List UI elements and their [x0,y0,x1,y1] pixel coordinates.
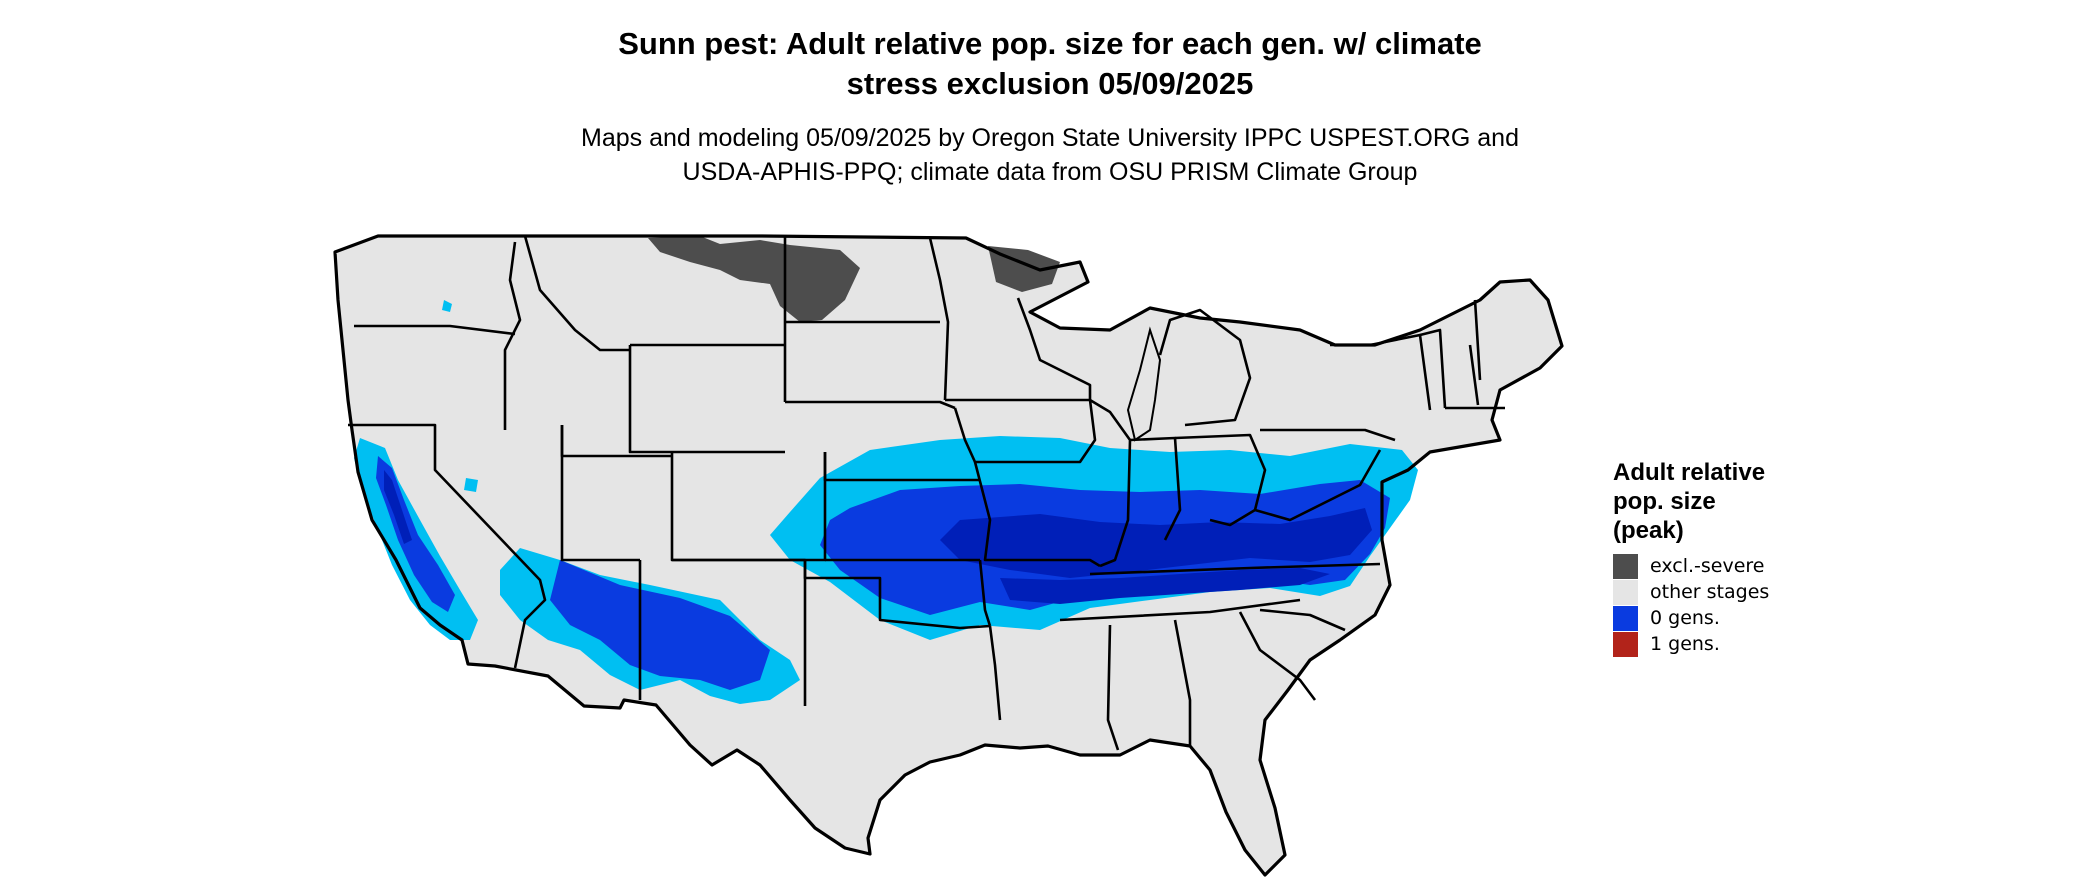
legend-item-other-stages: other stages [1613,579,1813,605]
legend-swatch-1-gens [1613,631,1638,657]
border-alabama-georgia [1173,619,1192,745]
state-borders [348,235,1505,751]
border-illinois [1089,398,1132,568]
map-subtitle: Maps and modeling 05/09/2025 by Oregon S… [350,121,1750,189]
border-tennessee-south [1059,598,1301,622]
legend-swatch-excl-severe [1613,553,1638,579]
legend-items: excl.-severe other stages 0 gens. 1 gens… [1613,553,1813,657]
zone-dark-tennessee [1000,568,1330,604]
border-newmexico-texas [672,558,807,706]
zone-exclusion-montana [648,236,860,322]
legend-title: Adult relative pop. size (peak) [1613,458,1813,545]
border-idaho-montana [523,235,630,352]
zone-medium-southwest [550,560,770,690]
zone-dark-california [384,470,412,544]
border-michigan [1158,308,1252,427]
border-new-england [1419,299,1505,410]
border-washington-oregon [354,324,516,336]
subtitle-line-2: USDA-APHIS-PPQ; climate data from OSU PR… [682,158,1418,186]
legend-label-0-gens: 0 gens. [1650,607,1720,629]
legend-label-excl-severe: excl.-severe [1650,555,1765,577]
legend-swatch-other-stages [1613,579,1638,605]
legend-label-other-stages: other stages [1650,581,1770,603]
zone-light-oregon-speck [442,300,452,312]
subtitle-line-1: Maps and modeling 05/09/2025 by Oregon S… [581,124,1519,152]
border-iowa-missouri [953,399,1097,464]
border-utah-arizona [560,425,640,562]
border-california-nevada [348,423,547,669]
border-pennsylvania [1260,428,1396,442]
border-texas-east [988,625,1002,721]
border-ohio [1174,433,1267,527]
zone-light-utah-speck [464,478,478,492]
border-wisconsin [1016,297,1092,400]
border-oregon-east [503,241,522,430]
map-legend: Adult relative pop. size (peak) excl.-se… [1613,458,1813,657]
us-map [333,234,1564,877]
legend-title-line-2: pop. size [1613,488,1716,515]
map-title: Sunn pest: Adult relative pop. size for … [400,24,1700,104]
border-georgia-carolinas [1238,611,1317,701]
border-missouri-south [973,461,1101,568]
us-outline [333,234,1564,877]
legend-item-1-gens: 1 gens. [1613,631,1813,657]
legend-title-line-3: (peak) [1613,517,1684,544]
legend-label-1-gens: 1 gens. [1650,633,1720,655]
legend-item-excl-severe: excl.-severe [1613,553,1813,579]
border-carolinas [1259,608,1346,632]
border-oklahoma-arkansas [978,559,992,627]
legend-title-line-1: Adult relative [1613,459,1766,486]
legend-swatch-0-gens [1613,605,1638,631]
title-line-2: stress exclusion 05/09/2025 [846,66,1254,101]
border-dakota-minnesota [928,237,950,401]
lake-michigan-outline [1126,326,1162,442]
title-line-1: Sunn pest: Adult relative pop. size for … [618,26,1482,61]
border-virginia-westvirginia [1254,449,1382,522]
border-wyoming-box [628,345,785,454]
legend-item-0-gens: 0 gens. [1613,605,1813,631]
border-south-dakota-nebraska [785,400,956,410]
border-kentucky-tennessee [1089,562,1381,576]
border-indiana [1129,436,1182,541]
border-mississippi-alabama [1106,624,1120,751]
